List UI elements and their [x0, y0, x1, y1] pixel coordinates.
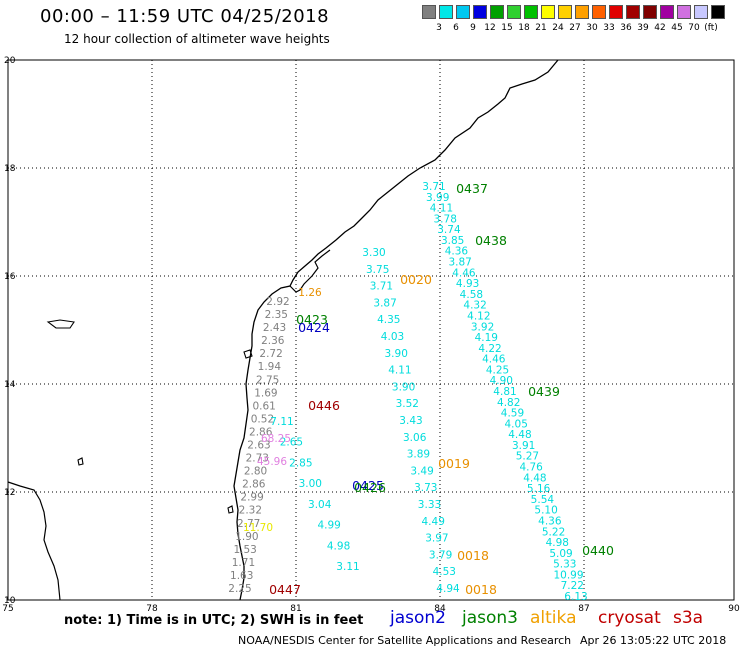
wave-height-value: 4.49	[422, 516, 445, 528]
wave-height-value: 1.71	[232, 557, 255, 569]
axis-tick-labels: 75 78 81 84 87 90 20 18 16 14 12 10	[2, 56, 740, 614]
island	[48, 320, 74, 328]
wave-height-value: 3.04	[308, 499, 332, 511]
wave-height-value: 3.11	[336, 561, 359, 573]
wave-height-value: 3.79	[429, 549, 452, 561]
wave-height-value: 45.96	[257, 456, 287, 468]
y-tick-label: 16	[4, 272, 16, 282]
wave-height-value: 1.69	[254, 387, 277, 399]
wave-height-value: 3.75	[366, 264, 389, 276]
footnote: note: 1) Time is in UTC; 2) SWH is in fe…	[64, 613, 363, 628]
wave-height-value: 2.35	[265, 309, 288, 321]
wave-height-value: 3.97	[425, 533, 448, 545]
wave-height-value: 4.53	[433, 566, 456, 578]
wave-height-value: 2.43	[263, 322, 286, 334]
wave-height-value: 3.89	[407, 449, 430, 461]
wave-height-value: 3.73	[414, 482, 437, 494]
y-tick-label: 18	[4, 164, 16, 174]
wave-height-value: 1.53	[233, 544, 256, 556]
wave-height-value: 4.03	[381, 331, 404, 343]
pass-label: 0438	[475, 233, 507, 248]
wave-height-value: 3.06	[403, 432, 427, 444]
satellite-legend-item: jason2	[390, 608, 446, 628]
pass-label: 0437	[456, 181, 488, 196]
wave-height-value: 2.32	[239, 505, 262, 517]
wave-height-labels: 2.922.352.432.362.721.942.751.690.610.52…	[228, 181, 614, 603]
wave-height-value: 68.25	[261, 433, 291, 445]
coastline-west	[8, 482, 60, 600]
wave-height-value: 4.35	[377, 314, 400, 326]
wave-height-value: 4.11	[388, 365, 411, 377]
wave-height-value: 6.13	[564, 591, 587, 603]
satellite-legend-item: s3a	[673, 608, 703, 628]
wave-height-value: 2.99	[240, 492, 263, 504]
wave-height-value: 2.92	[266, 296, 289, 308]
wave-height-value: 4.99	[317, 520, 340, 532]
wave-height-value: 3.52	[396, 398, 419, 410]
wave-height-value: 2.72	[259, 348, 282, 360]
pass-label: 0018	[465, 582, 497, 597]
x-tick-label: 90	[728, 604, 740, 614]
wave-height-value: 3.49	[410, 465, 433, 477]
wave-height-value: 3.90	[385, 348, 408, 360]
satellite-legend-item: altika	[530, 608, 577, 628]
wave-height-value: 3.33	[418, 499, 441, 511]
wave-height-value: 3.00	[299, 478, 322, 490]
wave-height-value: 3.43	[399, 415, 422, 427]
pass-label: 0020	[400, 272, 432, 287]
satellite-legend-item: jason3	[462, 608, 518, 628]
pass-label: 0426	[354, 480, 386, 495]
wave-height-value: 2.85	[289, 457, 312, 469]
map-frame	[8, 60, 734, 600]
wave-height-value: 2.36	[261, 335, 285, 347]
pass-label: 0019	[438, 456, 470, 471]
wave-height-value: 7.11	[270, 416, 293, 428]
island	[244, 350, 252, 358]
y-tick-label: 14	[4, 380, 16, 390]
island	[78, 458, 83, 465]
wave-height-value: 4.98	[327, 540, 350, 552]
generation-timestamp: Apr 26 13:05:22 UTC 2018	[580, 634, 726, 647]
y-tick-label: 12	[4, 488, 15, 498]
wave-height-value: 3.30	[362, 247, 385, 259]
grid-lines	[8, 60, 734, 600]
wave-height-value: 0.61	[252, 400, 275, 412]
pass-label: 0439	[528, 384, 560, 399]
satellite-legend-item: cryosat	[598, 608, 661, 628]
pass-label: 0018	[457, 548, 489, 563]
island	[228, 506, 233, 513]
credit-line: NOAA/NESDIS Center for Satellite Applica…	[238, 634, 571, 647]
wave-height-value: 3.90	[392, 381, 415, 393]
y-tick-label: 10	[4, 596, 16, 606]
wave-height-value: 1.94	[258, 361, 282, 373]
wave-height-value: 4.94	[436, 583, 460, 595]
x-tick-label: 87	[578, 604, 589, 614]
pass-label: 0446	[308, 398, 340, 413]
wave-height-value: 11.70	[243, 522, 273, 534]
wave-height-value: 2.75	[256, 374, 279, 386]
wave-height-value: 2.86	[242, 479, 266, 491]
altimeter-map: 75 78 81 84 87 90201816141210 2.922.352.432.3…	[0, 0, 740, 650]
wave-height-value: 3.87	[373, 297, 396, 309]
wave-height-value: 2.25	[228, 583, 251, 595]
pass-label: 0440	[582, 543, 614, 558]
y-tick-label: 20	[4, 56, 16, 66]
wave-height-value: 1.26	[298, 287, 322, 299]
wave-height-value: 1.63	[230, 570, 253, 582]
pass-label: 0447	[269, 582, 301, 597]
pass-label: 0424	[298, 320, 330, 335]
wave-height-value: 3.71	[370, 281, 393, 293]
